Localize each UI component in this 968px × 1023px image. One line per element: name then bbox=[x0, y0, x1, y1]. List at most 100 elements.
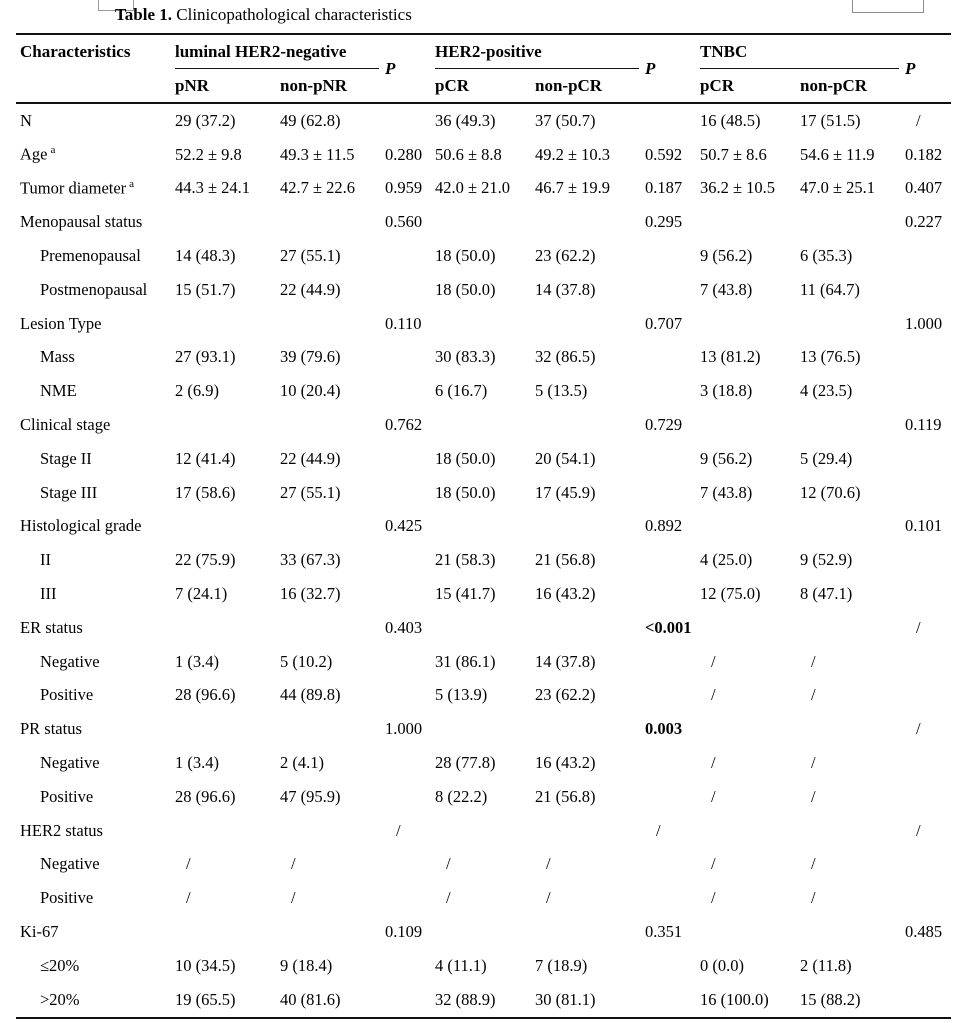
table-cell: 17 (51.5) bbox=[800, 110, 861, 130]
table-cell: 1 (3.4) bbox=[175, 753, 219, 773]
table-cell: 10 (34.5) bbox=[175, 955, 236, 975]
table-row: Tumor diameter a 44.3 ± 24.1 42.7 ± 22.6 0.9… bbox=[16, 172, 951, 206]
table-cell: / bbox=[811, 786, 816, 806]
table-cell: 16 (43.2) bbox=[535, 753, 596, 773]
table-cell: 0.119 bbox=[905, 415, 942, 435]
table-cell: / bbox=[711, 888, 716, 908]
table-cell: 1.000 bbox=[905, 313, 943, 333]
table-row: Lesion Type 0.110 0.707 1.000 bbox=[16, 307, 951, 341]
table-cell: 9 (56.2) bbox=[700, 448, 753, 468]
row-label: Negative bbox=[40, 854, 100, 874]
cropped-artifact-left bbox=[98, 0, 134, 11]
row-label: NME bbox=[40, 381, 77, 401]
table-cell: 9 (18.4) bbox=[280, 955, 333, 975]
table-cell: 0.003 bbox=[645, 719, 683, 739]
table-cell: 49.2 ± 10.3 bbox=[535, 144, 611, 164]
table-cell: 5 (13.5) bbox=[535, 381, 588, 401]
table-row: Menopausal status 0.560 0.295 0.227 bbox=[16, 205, 951, 239]
table-cell: 0.762 bbox=[385, 415, 423, 435]
row-label: HER2 status bbox=[20, 820, 103, 840]
table-cell: 5 (13.9) bbox=[435, 685, 488, 705]
table-cell: / bbox=[916, 719, 921, 739]
row-label: Positive bbox=[40, 685, 94, 705]
table-cell: 46.7 ± 19.9 bbox=[535, 178, 611, 198]
table-cell: 7 (43.8) bbox=[700, 279, 753, 299]
table-cell: 21 (56.8) bbox=[535, 786, 596, 806]
table-row: ER status 0.403 <0.001 / bbox=[16, 611, 951, 645]
table-cell: 22 (44.9) bbox=[280, 279, 341, 299]
table-row: Stage III 17 (58.6) 27 (55.1) 18 (50.0) 17 (… bbox=[16, 476, 951, 510]
table-row: Premenopausal 14 (48.3) 27 (55.1) 18 (50.0)… bbox=[16, 239, 951, 273]
row-label: II bbox=[40, 550, 51, 570]
table-cell: 0.403 bbox=[385, 617, 423, 637]
table-row: Positive 28 (96.6) 47 (95.9) 8 (22.2) 21 (56… bbox=[16, 780, 951, 814]
table-row: Stage II 12 (41.4) 22 (44.9) 18 (50.0) 20 (5… bbox=[16, 442, 951, 476]
table-cell: / bbox=[711, 753, 716, 773]
table-cell: / bbox=[916, 617, 921, 637]
table-row: Negative / / / / / / bbox=[16, 848, 951, 882]
table-cell: 0.110 bbox=[385, 313, 422, 333]
table-cell: 21 (58.3) bbox=[435, 550, 496, 570]
table-cell: 0.959 bbox=[385, 178, 423, 198]
table-cell: 13 (81.2) bbox=[700, 347, 761, 367]
table-row: II 22 (75.9) 33 (67.3) 21 (58.3) 21 (56.8) 4 … bbox=[16, 543, 951, 577]
table-cell: 28 (96.6) bbox=[175, 786, 236, 806]
table-cell: 4 (25.0) bbox=[700, 550, 753, 570]
table-cell: 0.182 bbox=[905, 144, 943, 164]
table-cell: / bbox=[186, 888, 191, 908]
table-cell: 12 (75.0) bbox=[700, 584, 761, 604]
row-label: Age a bbox=[20, 144, 56, 164]
row-label: III bbox=[40, 584, 57, 604]
table-cell: 28 (96.6) bbox=[175, 685, 236, 705]
table-cell: 2 (6.9) bbox=[175, 381, 219, 401]
row-label: PR status bbox=[20, 719, 82, 739]
table-title-text: Clinicopathological characteristics bbox=[172, 5, 412, 24]
table-cell: 15 (88.2) bbox=[800, 989, 861, 1009]
table-cell: 11 (64.7) bbox=[800, 279, 860, 299]
table-cell: 42.0 ± 21.0 bbox=[435, 178, 511, 198]
table-title-label: Table 1. bbox=[115, 5, 173, 24]
row-label: N bbox=[20, 110, 32, 130]
table-cell: / bbox=[546, 888, 551, 908]
table-cell: 3 (18.8) bbox=[700, 381, 753, 401]
header-sub-pcr-tnbc: pCR bbox=[700, 75, 735, 95]
table-cell: 0.109 bbox=[385, 922, 423, 942]
table-cell: 49.3 ± 11.5 bbox=[280, 144, 355, 164]
row-label: Stage III bbox=[40, 482, 98, 502]
table-cell: 36 (49.3) bbox=[435, 110, 496, 130]
table-cell: 0 (0.0) bbox=[700, 955, 744, 975]
row-label: Premenopausal bbox=[40, 246, 141, 266]
table-cell: 14 (37.8) bbox=[535, 279, 596, 299]
table-cell: / bbox=[446, 888, 451, 908]
table-row: NME 2 (6.9) 10 (20.4) 6 (16.7) 5 (13.5) 3 (18… bbox=[16, 374, 951, 408]
header-sub-pcr-her2: pCR bbox=[435, 75, 470, 95]
table-cell: 4 (23.5) bbox=[800, 381, 853, 401]
table-row: HER2 status / / / bbox=[16, 814, 951, 848]
table-cell: 16 (43.2) bbox=[535, 584, 596, 604]
row-label: Histological grade bbox=[20, 516, 142, 536]
table-cell: 0.227 bbox=[905, 212, 943, 232]
row-label: >20% bbox=[40, 989, 80, 1009]
table-cell: 33 (67.3) bbox=[280, 550, 341, 570]
table-row: Clinical stage 0.762 0.729 0.119 bbox=[16, 408, 951, 442]
table-row: III 7 (24.1) 16 (32.7) 15 (41.7) 16 (43.2) 12… bbox=[16, 577, 951, 611]
table-cell: 22 (75.9) bbox=[175, 550, 236, 570]
table-cell: 50.7 ± 8.6 bbox=[700, 144, 767, 164]
table-cell: 15 (41.7) bbox=[435, 584, 496, 604]
table-cell: 0.295 bbox=[645, 212, 683, 232]
table-cell: 36.2 ± 10.5 bbox=[700, 178, 776, 198]
table-cell: 49 (62.8) bbox=[280, 110, 341, 130]
table-container: Table 1. Clinicopathological characteris… bbox=[16, 0, 951, 1019]
table-cell: / bbox=[711, 854, 716, 874]
table-cell: 27 (55.1) bbox=[280, 246, 341, 266]
table-cell: / bbox=[446, 854, 451, 874]
table-cell: / bbox=[186, 854, 191, 874]
row-label: Mass bbox=[40, 347, 75, 367]
table-cell: 6 (16.7) bbox=[435, 381, 488, 401]
table-cell: 7 (18.9) bbox=[535, 955, 588, 975]
table-cell: 0.707 bbox=[645, 313, 683, 333]
table-cell: 9 (52.9) bbox=[800, 550, 853, 570]
table-row: Negative 1 (3.4) 5 (10.2) 31 (86.1) 14 (37.8… bbox=[16, 645, 951, 679]
table-cell: 12 (41.4) bbox=[175, 448, 236, 468]
group-label: HER2-positive bbox=[435, 41, 542, 61]
